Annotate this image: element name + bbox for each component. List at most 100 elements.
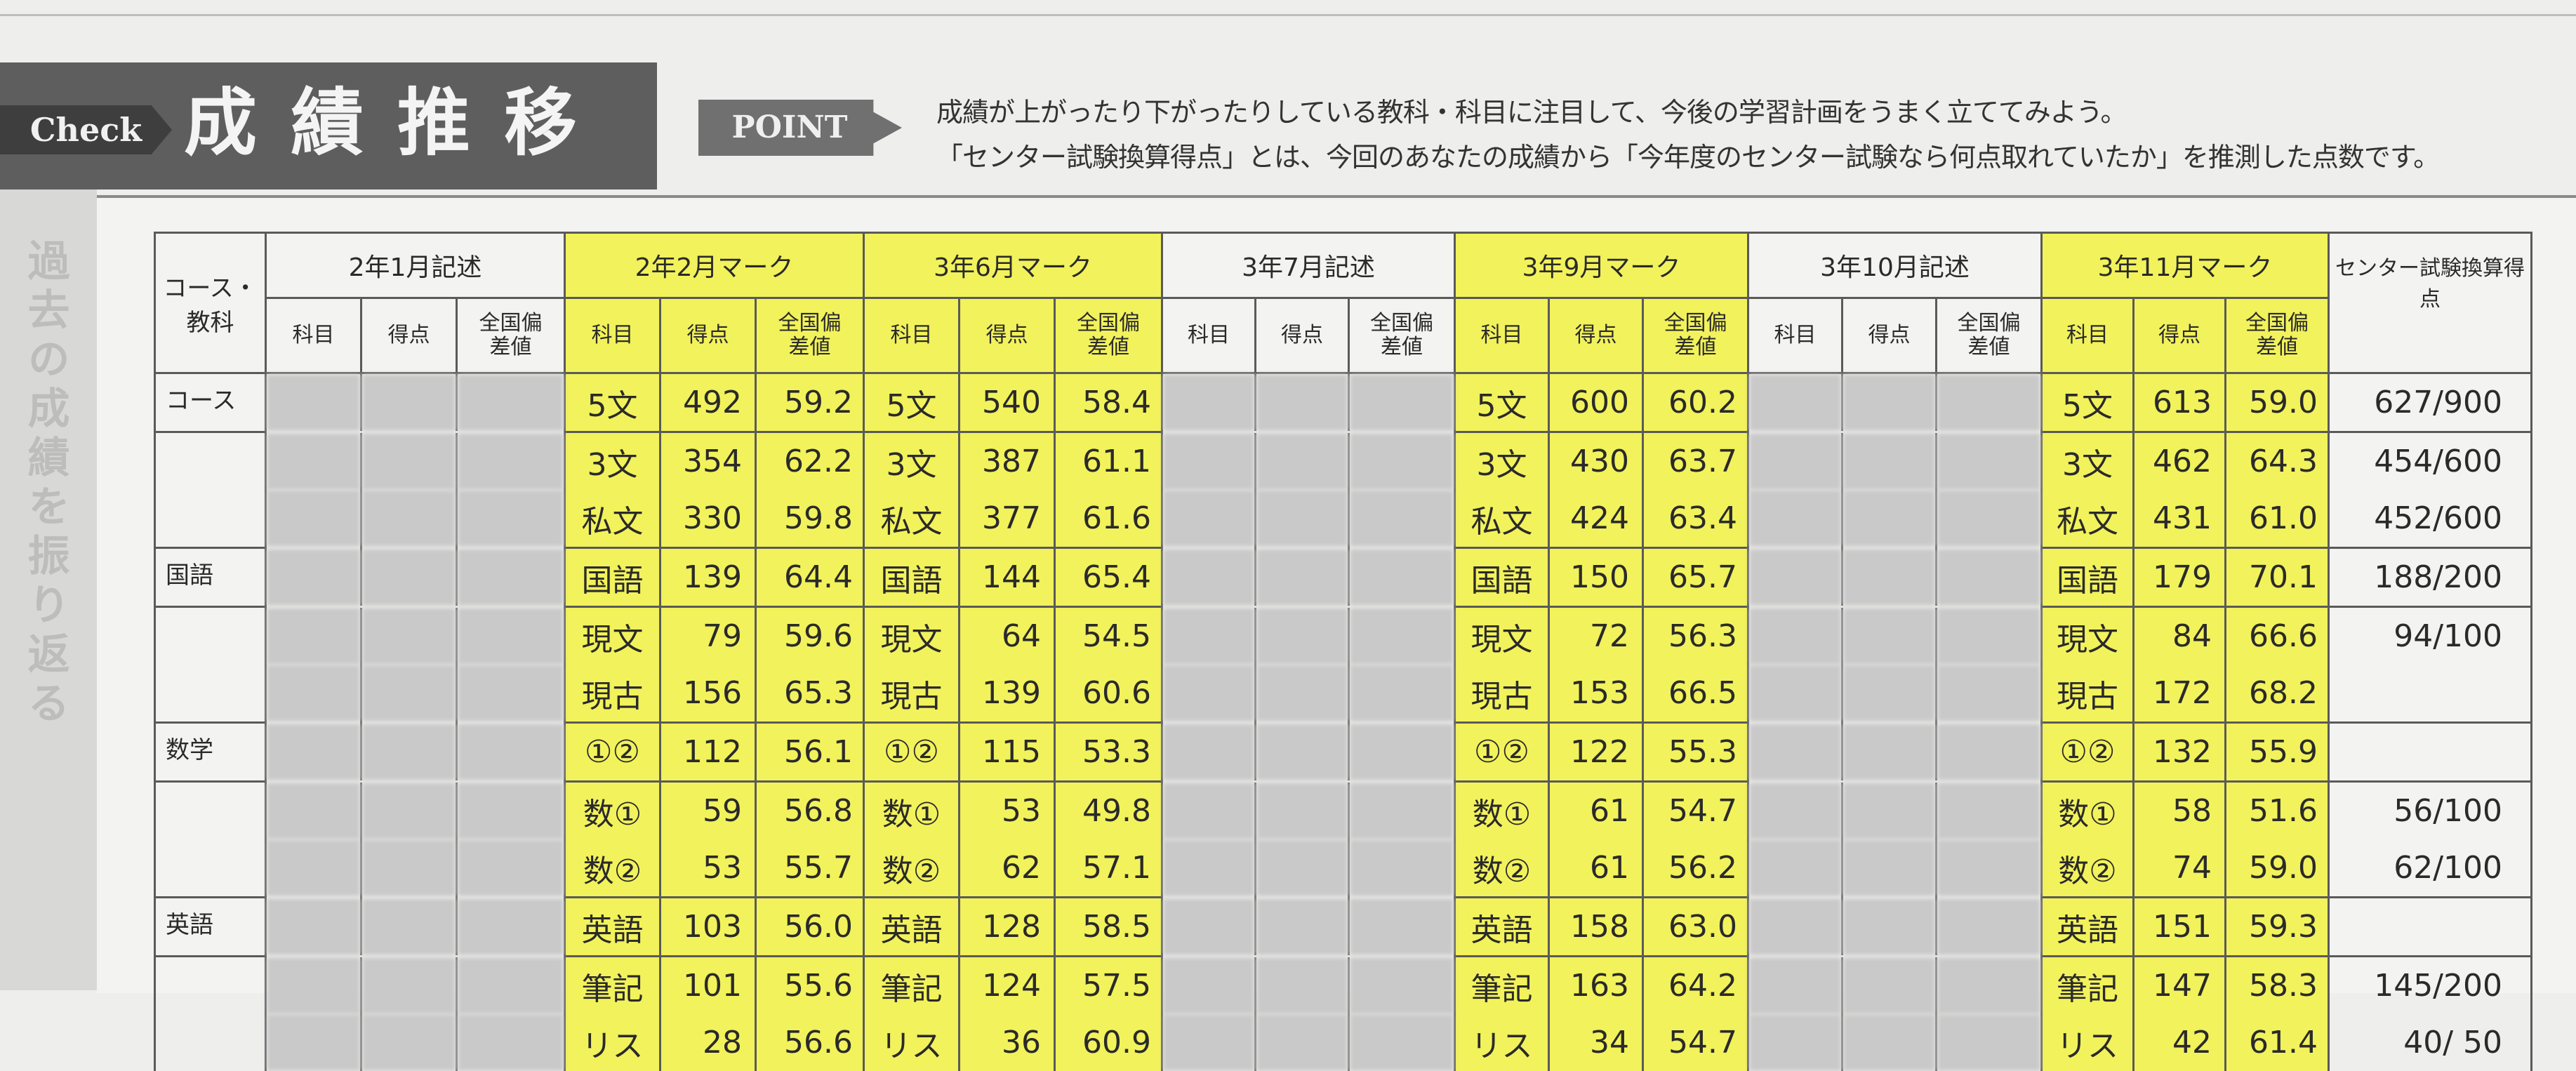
- cell-subject: 現文: [2040, 606, 2135, 665]
- cell-score: 28: [659, 1014, 757, 1071]
- cell-score: 124: [958, 956, 1056, 1014]
- center-score-header: センター試験換算得点: [2328, 232, 2532, 374]
- column-header-score: 得点: [1841, 297, 1937, 374]
- column-header-score: 得点: [360, 297, 458, 374]
- column-header-score: 得点: [1548, 297, 1644, 374]
- redacted-cell: [1935, 722, 2043, 782]
- cell-subject: リス: [1454, 1014, 1550, 1071]
- cell-deviation: 62.2: [755, 432, 865, 490]
- cell-deviation: 63.0: [1642, 896, 1749, 957]
- redacted-cell: [265, 722, 362, 782]
- cell-score: 150: [1548, 547, 1644, 608]
- cell-deviation: 61.1: [1054, 432, 1163, 490]
- redacted-cell: [265, 956, 362, 1014]
- column-header-subject: 科目: [863, 297, 960, 374]
- cell-deviation: 49.8: [1054, 781, 1163, 839]
- cell-subject: 私文: [564, 490, 661, 548]
- redacted-cell: [360, 373, 458, 432]
- redacted-cell: [456, 606, 566, 665]
- redacted-cell: [1254, 432, 1350, 490]
- table-row: リス 28 56.6 リス 36 60.9 リス 34 54.7 リス 42 61.4 40/ 50: [154, 1014, 2532, 1071]
- cell-subject: 数①: [564, 781, 661, 839]
- redacted-cell: [1841, 432, 1937, 490]
- cell-deviation: 60.2: [1642, 372, 1749, 433]
- redacted-cell: [1935, 490, 2043, 548]
- exam-header: 3年6月マーク: [863, 232, 1163, 299]
- redacted-cell: [1348, 897, 1456, 957]
- cell-deviation: 58.5: [1054, 896, 1163, 957]
- cell-subject: リス: [863, 1014, 960, 1071]
- cell-score: 128: [958, 896, 1056, 957]
- cell-deviation: 66.6: [2224, 606, 2330, 665]
- center-score: 40/ 50: [2328, 1014, 2532, 1071]
- center-score: [2328, 665, 2532, 723]
- table-row: 現古 156 65.3 現古 139 60.6 現古 153 66.5 現古 172 68.2: [154, 665, 2532, 723]
- cell-score: 492: [659, 372, 757, 433]
- side-strip: [0, 189, 97, 990]
- cell-score: 424: [1548, 490, 1644, 548]
- redacted-cell: [1747, 547, 1843, 607]
- cell-score: 354: [659, 432, 757, 490]
- point-line: 「センター試験換算得点」とは、今回のあなたの成績から「今年度のセンター試験なら何…: [936, 142, 2440, 173]
- center-score: 627/900: [2328, 372, 2532, 433]
- cell-deviation: 55.9: [2224, 721, 2330, 783]
- redacted-cell: [265, 547, 362, 607]
- cell-score: 34: [1548, 1014, 1644, 1071]
- cell-subject: 5文: [564, 372, 661, 433]
- redacted-cell: [1348, 606, 1456, 665]
- cell-subject: 5文: [2040, 372, 2135, 433]
- redacted-cell: [456, 490, 566, 548]
- cell-deviation: 55.6: [755, 956, 865, 1014]
- center-score: 145/200: [2328, 956, 2532, 1014]
- redacted-cell: [1747, 606, 1843, 665]
- header-row: コース・教科 2年1月記述 2年2月マーク 3年6月マーク 3年7月記述 3年9月マーク 3…: [154, 232, 2532, 374]
- column-header-score: 得点: [659, 297, 757, 374]
- cell-score: 163: [1548, 956, 1644, 1014]
- redacted-cell: [1935, 1014, 2043, 1071]
- cell-deviation: 61.4: [2224, 1014, 2330, 1071]
- cell-deviation: 68.2: [2224, 665, 2330, 723]
- redacted-cell: [1747, 722, 1843, 782]
- point-text: 成績が上がったり下がったりしている教科・科目に注目して、今後の学習計画をうまく立…: [936, 90, 2440, 180]
- score-history-table: コース・教科 2年1月記述 2年2月マーク 3年6月マーク 3年7月記述 3年9月マーク 3…: [154, 232, 2532, 1071]
- column-header-deviation: 全国偏差値: [1642, 297, 1749, 374]
- redacted-cell: [265, 665, 362, 723]
- redacted-cell: [1161, 839, 1256, 898]
- course-label: 英語: [154, 896, 267, 957]
- cell-subject: 国語: [564, 547, 661, 608]
- cell-subject: 英語: [863, 896, 960, 957]
- redacted-cell: [1254, 956, 1350, 1014]
- redacted-cell: [1348, 1014, 1456, 1071]
- cell-subject: 数②: [2040, 839, 2135, 898]
- side-label: 過去の成績を振り返る: [20, 239, 69, 730]
- cell-subject: リス: [2040, 1014, 2135, 1071]
- redacted-cell: [1254, 897, 1350, 957]
- redacted-cell: [360, 781, 458, 839]
- redacted-cell: [1254, 781, 1350, 839]
- cell-score: 330: [659, 490, 757, 548]
- cell-deviation: 59.3: [2224, 896, 2330, 957]
- cell-deviation: 63.4: [1642, 490, 1749, 548]
- cell-deviation: 54.7: [1642, 1014, 1749, 1071]
- redacted-cell: [1348, 432, 1456, 490]
- cell-deviation: 56.8: [755, 781, 865, 839]
- redacted-cell: [360, 897, 458, 957]
- cell-deviation: 57.1: [1054, 839, 1163, 898]
- redacted-cell: [265, 839, 362, 898]
- cell-score: 153: [1548, 665, 1644, 723]
- redacted-cell: [360, 722, 458, 782]
- cell-score: 158: [1548, 896, 1644, 957]
- redacted-cell: [1254, 722, 1350, 782]
- cell-subject: 私文: [1454, 490, 1550, 548]
- cell-deviation: 56.1: [755, 721, 865, 783]
- cell-score: 42: [2132, 1014, 2226, 1071]
- redacted-cell: [456, 956, 566, 1014]
- cell-score: 462: [2132, 432, 2226, 490]
- table-row: 現文 79 59.6 現文 64 54.5 現文 72 56.3 現文 84 66.6 94/100: [154, 606, 2532, 665]
- table-row: 3文 354 62.2 3文 387 61.1 3文 430 63.7 3文 462 64.3 454/…: [154, 432, 2532, 490]
- exam-header: 3年7月記述: [1161, 232, 1456, 299]
- redacted-cell: [1841, 956, 1937, 1014]
- cell-deviation: 63.7: [1642, 432, 1749, 490]
- course-label: コース: [154, 372, 267, 433]
- redacted-cell: [1161, 722, 1256, 782]
